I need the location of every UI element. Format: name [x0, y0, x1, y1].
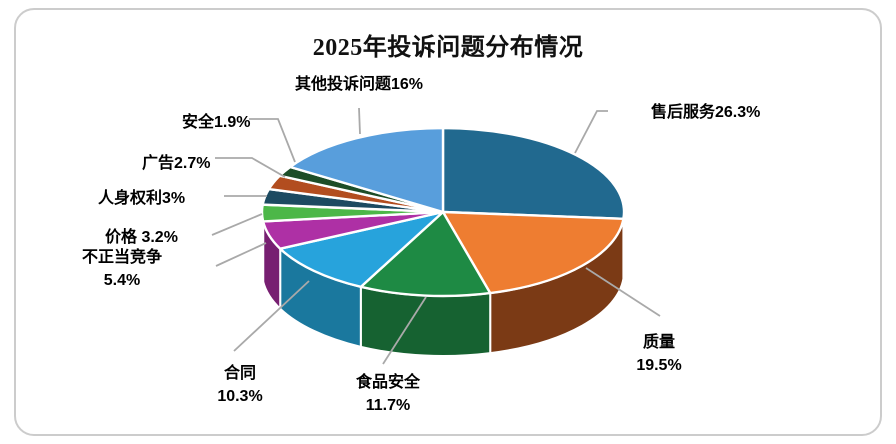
pie-slice-3 — [279, 210, 445, 289]
callout-label-1: 质量 19.5% — [611, 331, 707, 377]
leader-line-9 — [358, 107, 361, 135]
callout-label-0-line-0: 售后服务26.3% — [651, 104, 761, 121]
callout-label-1-line-0: 质量 — [642, 334, 675, 351]
callout-label-2-line-1: 11.7% — [365, 397, 411, 414]
callout-label-5-line-0: 价格 3.2% — [105, 229, 178, 246]
callout-label-0: 售后服务26.3% — [651, 101, 801, 124]
callout-label-6-line-0: 人身权利3% — [98, 190, 186, 207]
callout-label-7-line-0: 广告2.7% — [142, 155, 211, 172]
leader-line-1 — [585, 267, 661, 317]
callout-label-2-line-0: 食品安全 — [355, 374, 420, 391]
callout-label-1-line-1: 19.5% — [636, 357, 682, 374]
callout-label-8-line-0: 安全1.9% — [182, 114, 251, 131]
callout-label-9-line-0: 其他投诉问题16% — [295, 76, 424, 93]
callout-label-9: 其他投诉问题16% — [295, 73, 455, 96]
leader-line-8 — [249, 118, 296, 163]
callout-label-4: 不正当竞争 5.4% — [42, 246, 202, 292]
leader-line-7 — [215, 157, 286, 178]
callout-label-4-line-0: 不正当竞争 — [81, 249, 162, 266]
leader-line-4 — [215, 242, 267, 267]
callout-label-4-line-1: 5.4% — [103, 272, 141, 289]
leader-line-3 — [233, 280, 310, 352]
callout-label-6: 人身权利3% — [98, 187, 228, 210]
pie-slice-9 — [288, 126, 445, 214]
callout-label-3-line-1: 10.3% — [217, 388, 263, 405]
leader-line-0 — [574, 110, 608, 154]
callout-label-5: 价格 3.2% — [105, 226, 225, 249]
callout-label-7: 广告2.7% — [142, 152, 252, 175]
callout-label-2: 食品安全 11.7% — [326, 371, 450, 417]
pie-slice-1 — [441, 210, 625, 295]
chart-title: 2025年投诉问题分布情况 — [312, 35, 584, 61]
pie-slice-2 — [359, 210, 492, 298]
callout-label-3-line-0: 合同 — [223, 365, 256, 382]
leader-line-5 — [211, 213, 263, 236]
callout-label-8: 安全1.9% — [182, 111, 292, 134]
pie-slice-0 — [441, 126, 626, 221]
callout-label-3: 合同 10.3% — [190, 362, 290, 408]
leader-line-2 — [382, 296, 427, 365]
